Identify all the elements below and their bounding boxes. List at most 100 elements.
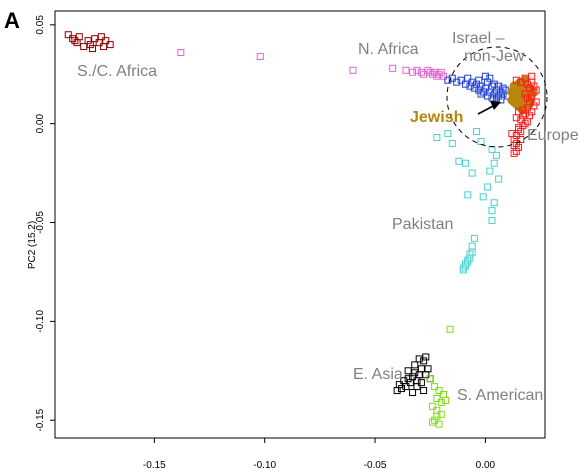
- data-point: [488, 217, 496, 225]
- data-point: [437, 68, 445, 76]
- data-point: [466, 82, 474, 90]
- data-point: [486, 88, 494, 96]
- data-point: [510, 149, 518, 157]
- data-point: [84, 37, 92, 45]
- data-point: [404, 367, 412, 375]
- data-point: [426, 375, 434, 383]
- annotation-overlay: [446, 46, 548, 148]
- data-point: [515, 108, 523, 116]
- data-point: [89, 45, 97, 53]
- group-labels: S./C. Africa N. Africa Israel – non-Jew J…: [77, 30, 579, 404]
- data-point: [462, 159, 470, 167]
- y-axis-label: PC2 (15.2): [27, 221, 38, 269]
- data-point: [490, 159, 498, 167]
- y-tick-label: -0.15: [35, 408, 46, 431]
- data-point: [71, 37, 79, 45]
- data-point: [422, 353, 430, 361]
- data-point: [464, 191, 472, 199]
- data-point: [517, 78, 525, 86]
- data-point: [395, 381, 403, 389]
- data-point: [413, 383, 421, 391]
- x-tick-label: -0.05: [364, 460, 387, 471]
- axes: -0.15 -0.10 -0.05 0.00 0.05 0.00 -0.05 -0.10 -0.…: [35, 10, 546, 471]
- data-point: [433, 406, 441, 414]
- data-point: [431, 416, 439, 424]
- data-point: [431, 68, 439, 76]
- data-point: [426, 68, 434, 76]
- data-point: [510, 135, 518, 143]
- y-tick-label: 0.00: [35, 114, 46, 134]
- data-point: [499, 90, 507, 98]
- data-point: [484, 183, 492, 191]
- data-point: [91, 35, 99, 43]
- data-point: [477, 90, 485, 98]
- data-point: [479, 193, 487, 201]
- data-point: [520, 93, 530, 103]
- data-point: [486, 167, 494, 175]
- data-point: [521, 90, 529, 98]
- data-point: [499, 84, 507, 92]
- data-point: [100, 43, 108, 51]
- jewish-cluster-ellipse: [446, 46, 548, 148]
- data-point: [417, 379, 425, 387]
- data-point: [406, 379, 414, 387]
- data-point: [433, 72, 441, 80]
- series-israel-non-jew: [444, 72, 511, 104]
- series-jewish: [507, 75, 537, 115]
- data-point: [64, 31, 72, 39]
- data-point: [515, 124, 523, 132]
- data-point: [526, 112, 534, 120]
- label-israel-non-jew: Israel – non-Jew: [452, 30, 525, 65]
- data-point: [444, 76, 452, 84]
- data-point: [512, 76, 520, 84]
- series-s-c-africa: [64, 31, 114, 53]
- data-point: [470, 234, 478, 242]
- data-point: [492, 94, 500, 102]
- data-point: [481, 72, 489, 80]
- label-s-american: S. American: [457, 387, 543, 404]
- data-point: [512, 147, 520, 155]
- data-point: [512, 139, 520, 147]
- data-point: [457, 76, 465, 84]
- data-point: [69, 35, 77, 43]
- data-point: [468, 242, 476, 250]
- x-tick-label: 0.00: [476, 460, 496, 471]
- data-point: [411, 369, 419, 377]
- data-point: [413, 377, 421, 385]
- data-point: [528, 72, 536, 80]
- data-point: [404, 375, 412, 383]
- data-point: [409, 373, 417, 381]
- data-point: [428, 402, 436, 410]
- data-point: [389, 64, 397, 72]
- data-point: [521, 120, 529, 128]
- data-point: [468, 248, 476, 256]
- data-point: [426, 375, 434, 383]
- data-point: [409, 389, 417, 397]
- data-point: [497, 88, 505, 96]
- data-point: [475, 76, 483, 84]
- data-point: [468, 169, 476, 177]
- data-point: [415, 355, 423, 363]
- data-point: [402, 383, 410, 391]
- data-point: [398, 385, 406, 393]
- data-point: [530, 88, 538, 96]
- data-point: [106, 41, 114, 49]
- data-point: [349, 66, 357, 74]
- data-point: [512, 114, 520, 122]
- data-point: [417, 365, 425, 373]
- data-point: [455, 157, 463, 165]
- data-point: [470, 84, 478, 92]
- data-point: [73, 39, 81, 47]
- data-point: [517, 128, 525, 136]
- data-point: [523, 104, 531, 112]
- data-point: [492, 151, 500, 159]
- data-point: [424, 66, 432, 74]
- data-point: [490, 80, 498, 88]
- data-point: [462, 260, 470, 268]
- label-israel-line-2: non-Jew: [464, 48, 525, 65]
- data-point: [437, 410, 445, 418]
- data-point: [413, 66, 421, 74]
- x-tick-label: -0.15: [143, 460, 166, 471]
- data-point: [464, 256, 472, 264]
- data-point: [464, 258, 472, 266]
